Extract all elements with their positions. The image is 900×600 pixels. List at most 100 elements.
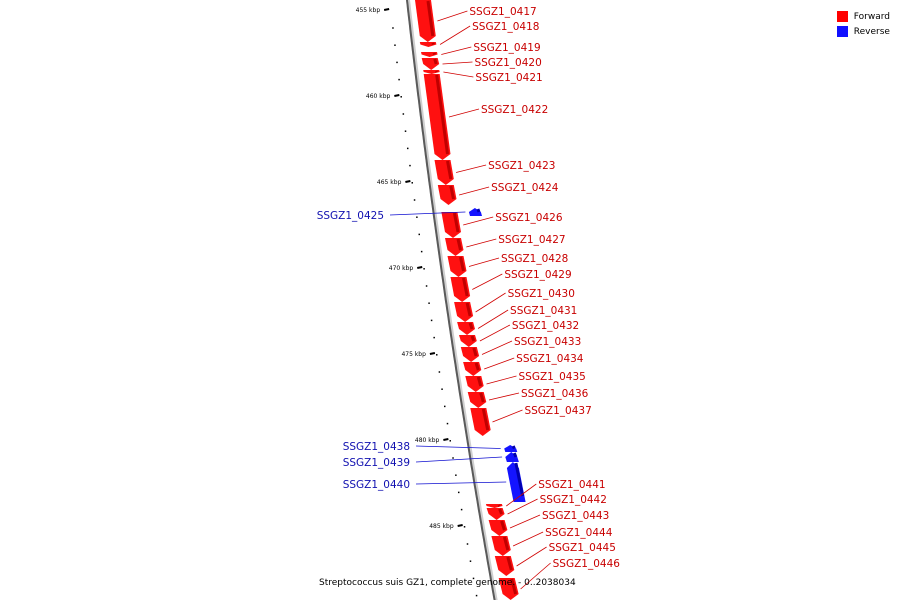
gene-glyph[interactable] — [470, 408, 491, 436]
legend-item-forward[interactable]: Forward — [836, 9, 890, 24]
gene-label[interactable]: SSGZ1_0429 — [504, 269, 571, 281]
gene-glyph[interactable] — [423, 70, 440, 74]
gene-ssgz1_0420[interactable] — [421, 58, 440, 70]
genome-caption: Streptococcus suis GZ1, complete genome.… — [319, 578, 576, 588]
gene-label[interactable]: SSGZ1_0430 — [508, 288, 575, 300]
gene-label[interactable]: SSGZ1_0432 — [512, 320, 579, 332]
gene-ssgz1_0444[interactable] — [491, 536, 511, 556]
gene-leader-line — [486, 375, 517, 385]
gene-label[interactable]: SSGZ1_0444 — [545, 527, 613, 539]
major-tick — [443, 438, 449, 441]
gene-glyph[interactable] — [485, 504, 503, 508]
gene-leader-line — [468, 257, 500, 267]
gene-ssgz1_0445[interactable] — [494, 556, 515, 576]
gene-label[interactable]: SSGZ1_0417 — [469, 6, 536, 18]
gene-label[interactable]: SSGZ1_0422 — [481, 104, 548, 116]
gene-ssgz1_0431[interactable] — [457, 322, 475, 335]
gene-leader-line — [463, 216, 494, 226]
gene-leader-line — [512, 531, 544, 547]
gene-leader-line — [439, 25, 471, 45]
gene-ssgz1_0424[interactable] — [437, 185, 457, 205]
gene-label[interactable]: SSGZ1_0421 — [475, 72, 542, 84]
gene-label[interactable]: SSGZ1_0435 — [519, 371, 586, 383]
gene-label[interactable]: SSGZ1_0441 — [538, 479, 605, 491]
gene-ssgz1_0433[interactable] — [460, 347, 480, 362]
gene-ssgz1_0418[interactable] — [419, 42, 437, 47]
gene-label[interactable]: SSGZ1_0419 — [473, 42, 540, 54]
gene-glyph[interactable] — [468, 208, 482, 216]
gene-features — [415, 0, 526, 600]
gene-ssgz1_0426[interactable] — [441, 212, 461, 238]
gene-label[interactable]: SSGZ1_0445 — [549, 542, 616, 554]
gene-glyph[interactable] — [504, 445, 518, 452]
gene-glyph[interactable] — [505, 452, 519, 462]
gene-label[interactable]: SSGZ1_0426 — [495, 212, 563, 224]
backbone-line — [405, 0, 496, 600]
gene-ssgz1_0446[interactable] — [498, 578, 519, 600]
gene-ssgz1_0442[interactable] — [486, 508, 505, 520]
gene-glyph[interactable] — [486, 508, 505, 520]
gene-label[interactable]: SSGZ1_0437 — [524, 405, 591, 417]
gene-ssgz1_0428[interactable] — [447, 256, 467, 277]
gene-glyph-shade — [426, 0, 435, 37]
gene-ssgz1_0440[interactable] — [506, 462, 526, 502]
gene-leader-line — [437, 10, 468, 22]
gene-label[interactable]: SSGZ1_0424 — [491, 182, 559, 194]
gene-label[interactable]: SSGZ1_0443 — [542, 510, 609, 522]
gene-label[interactable]: SSGZ1_0434 — [516, 353, 584, 365]
gene-glyph[interactable] — [423, 74, 451, 160]
gene-ssgz1_0434[interactable] — [463, 362, 482, 376]
gene-ssgz1_0443[interactable] — [488, 520, 508, 536]
gene-label[interactable]: SSGZ1_0439 — [343, 457, 410, 469]
gene-label[interactable]: SSGZ1_0446 — [553, 558, 621, 570]
gene-ssgz1_0419[interactable] — [421, 52, 438, 57]
gene-ssgz1_0437[interactable] — [470, 408, 491, 436]
gene-label[interactable]: SSGZ1_0433 — [514, 336, 581, 348]
gene-ssgz1_0430[interactable] — [454, 302, 474, 322]
gene-label[interactable]: SSGZ1_0438 — [343, 441, 410, 453]
gene-leader-line — [441, 46, 472, 55]
gene-ssgz1_0429[interactable] — [450, 277, 471, 302]
gene-ssgz1_0423[interactable] — [434, 160, 454, 185]
tick-label: 460 kbp — [366, 93, 391, 100]
gene-leader-line — [415, 445, 501, 449]
gene-ssgz1_0438[interactable] — [504, 445, 518, 452]
gene-label[interactable]: SSGZ1_0428 — [501, 253, 568, 265]
gene-label[interactable]: SSGZ1_0431 — [510, 305, 577, 317]
gene-ssgz1_0422[interactable] — [423, 74, 451, 160]
gene-glyph[interactable] — [421, 58, 440, 70]
gene-glyph-shade — [481, 408, 490, 431]
gene-ssgz1_0432[interactable] — [459, 335, 477, 347]
tick-label: 475 kbp — [401, 351, 426, 358]
gene-leader-line — [442, 61, 473, 65]
gene-leader-line — [488, 392, 520, 401]
gene-ssgz1_0425[interactable] — [468, 208, 482, 216]
gene-glyph-shade — [433, 58, 438, 65]
gene-ssgz1_0441[interactable] — [485, 504, 503, 508]
gene-ssgz1_0439[interactable] — [505, 452, 519, 462]
gene-label[interactable]: SSGZ1_0436 — [521, 388, 589, 400]
major-tick — [457, 524, 463, 527]
gene-label[interactable]: SSGZ1_0427 — [498, 234, 565, 246]
gene-leader-line — [389, 211, 466, 216]
legend-item-reverse[interactable]: Reverse — [836, 24, 890, 39]
gene-label[interactable]: SSGZ1_0423 — [488, 160, 555, 172]
gene-label[interactable]: SSGZ1_0418 — [472, 21, 539, 33]
gene-glyph-shade — [468, 322, 474, 330]
gene-glyph-shade — [474, 362, 480, 371]
gene-label[interactable]: SSGZ1_0442 — [540, 494, 607, 506]
gene-leader-line — [475, 292, 506, 313]
gene-label[interactable]: SSGZ1_0440 — [343, 479, 410, 491]
tick-label: 480 kbp — [415, 437, 440, 444]
gene-ssgz1_0417[interactable] — [415, 0, 436, 42]
gene-ssgz1_0435[interactable] — [465, 376, 484, 392]
gene-label[interactable]: SSGZ1_0420 — [474, 57, 541, 69]
gene-glyph-shade — [500, 520, 506, 531]
gene-ssgz1_0436[interactable] — [467, 392, 487, 408]
gene-leader-line — [516, 546, 547, 567]
gene-glyph[interactable] — [459, 335, 477, 347]
gene-label[interactable]: SSGZ1_0425 — [317, 210, 384, 222]
gene-ssgz1_0427[interactable] — [445, 238, 464, 256]
gene-ssgz1_0421[interactable] — [423, 70, 440, 74]
